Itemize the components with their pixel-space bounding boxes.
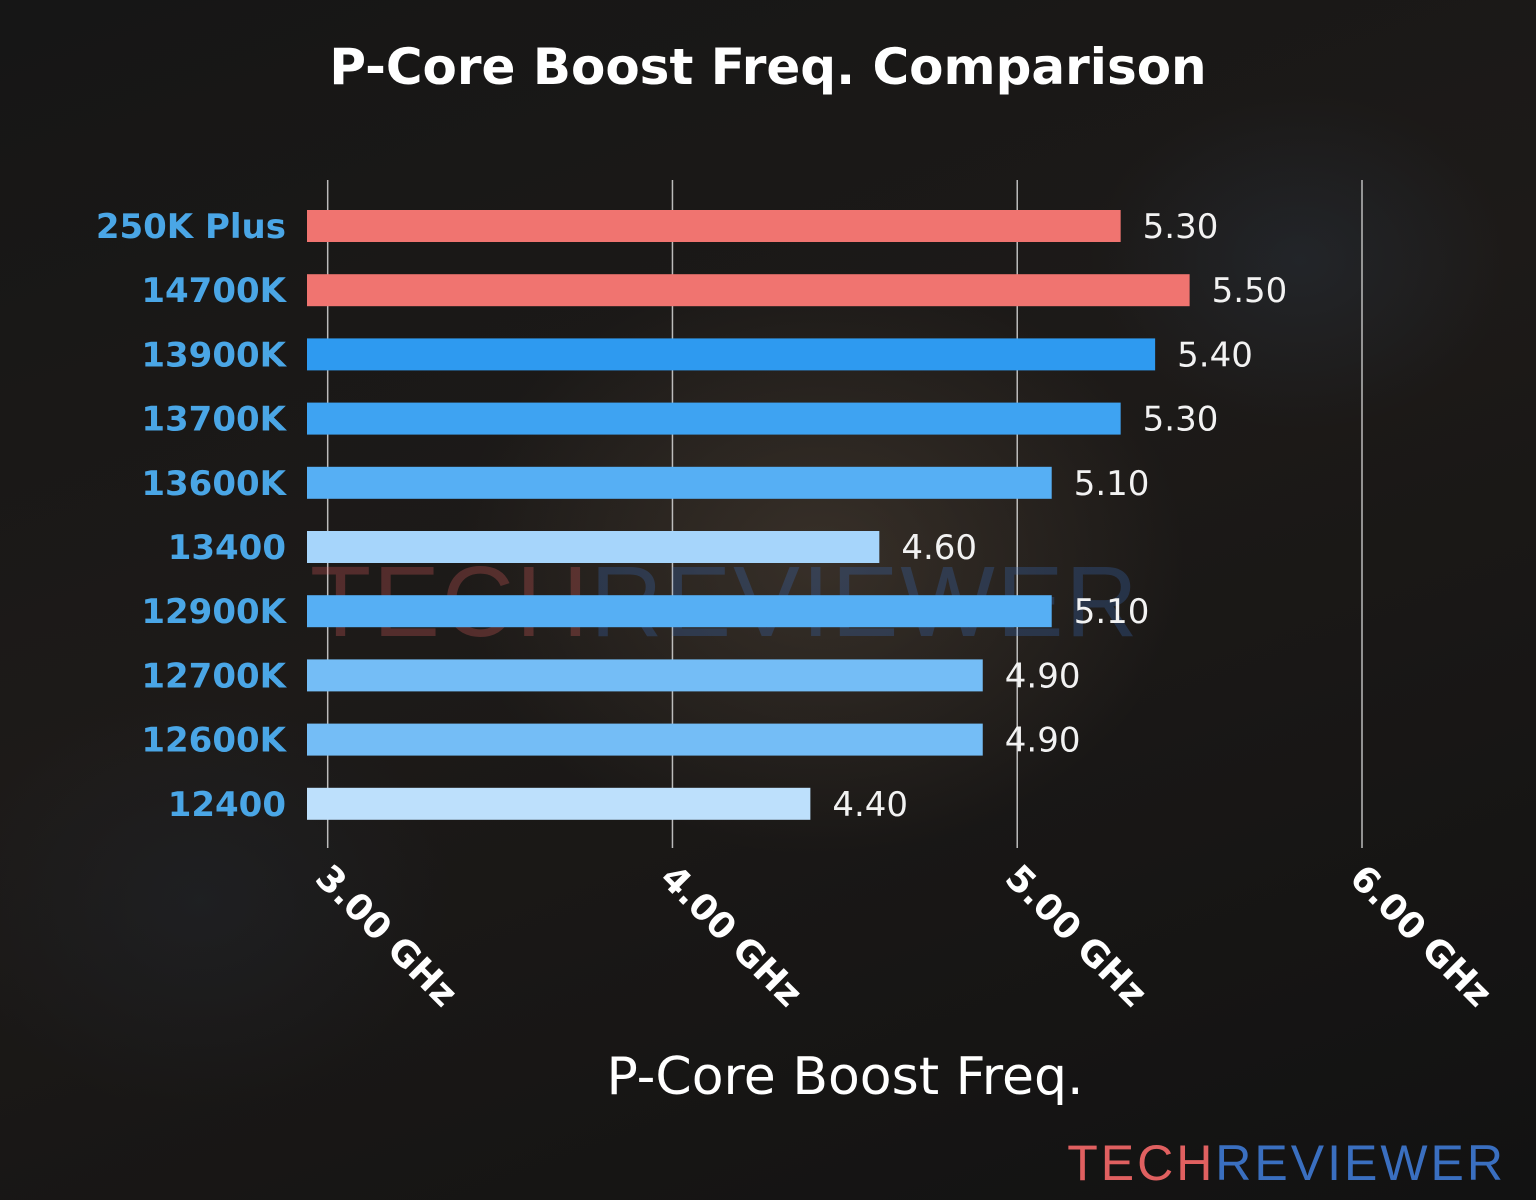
- x-tick-label: 6.00 GHz: [1342, 857, 1500, 1015]
- value-label: 5.10: [1074, 592, 1150, 632]
- category-label: 14700K: [141, 271, 287, 311]
- bar: [307, 402, 1121, 435]
- bar: [307, 466, 1052, 499]
- value-label: 5.40: [1177, 335, 1253, 375]
- bars: [307, 210, 1190, 820]
- category-label: 13600K: [141, 464, 287, 504]
- brand-logo-reviewer: REVIEWER: [1215, 1135, 1506, 1191]
- value-label: 5.10: [1074, 464, 1150, 504]
- bar: [307, 274, 1190, 307]
- value-label: 4.90: [1005, 656, 1081, 696]
- bar: [307, 723, 983, 756]
- bar: [307, 595, 1052, 628]
- value-label: 4.40: [832, 785, 908, 825]
- bar: [307, 659, 983, 692]
- value-labels: 5.30 5.50 5.40 5.30 5.10 4.60 5.10 4.90 4.90 4.40: [832, 207, 1287, 825]
- value-label: 4.90: [1005, 721, 1081, 761]
- category-labels: 250K Plus 14700K 13900K 13700K 13600K 13400 12…: [96, 207, 288, 825]
- category-label: 12400: [168, 785, 286, 825]
- x-tick-label: 5.00 GHz: [997, 857, 1155, 1015]
- bar: [307, 210, 1121, 242]
- category-label: 12900K: [141, 592, 287, 632]
- category-label: 13900K: [141, 335, 287, 375]
- bar: [307, 338, 1156, 371]
- x-axis-label: P-Core Boost Freq.: [606, 1047, 1083, 1107]
- value-label: 5.30: [1143, 400, 1219, 440]
- category-label: 13400: [168, 528, 286, 568]
- brand-logo-tech: TECH: [1067, 1135, 1216, 1191]
- category-label: 250K Plus: [96, 207, 286, 247]
- category-label: 12700K: [141, 656, 287, 696]
- category-label: 12600K: [141, 721, 287, 761]
- category-label: 13700K: [141, 400, 287, 440]
- x-tick-label: 3.00 GHz: [307, 857, 465, 1015]
- x-tick-label: 4.00 GHz: [652, 857, 810, 1015]
- value-label: 4.60: [901, 528, 977, 568]
- value-label: 5.50: [1212, 271, 1288, 311]
- chart-title: P-Core Boost Freq. Comparison: [329, 38, 1206, 96]
- bar: [307, 531, 880, 563]
- bar: [307, 787, 811, 820]
- brand-logo: TECHREVIEWER: [1067, 1134, 1506, 1192]
- value-label: 5.30: [1143, 207, 1219, 247]
- x-tick-labels: 3.00 GHz 4.00 GHz 5.00 GHz 6.00 GHz: [307, 857, 1499, 1015]
